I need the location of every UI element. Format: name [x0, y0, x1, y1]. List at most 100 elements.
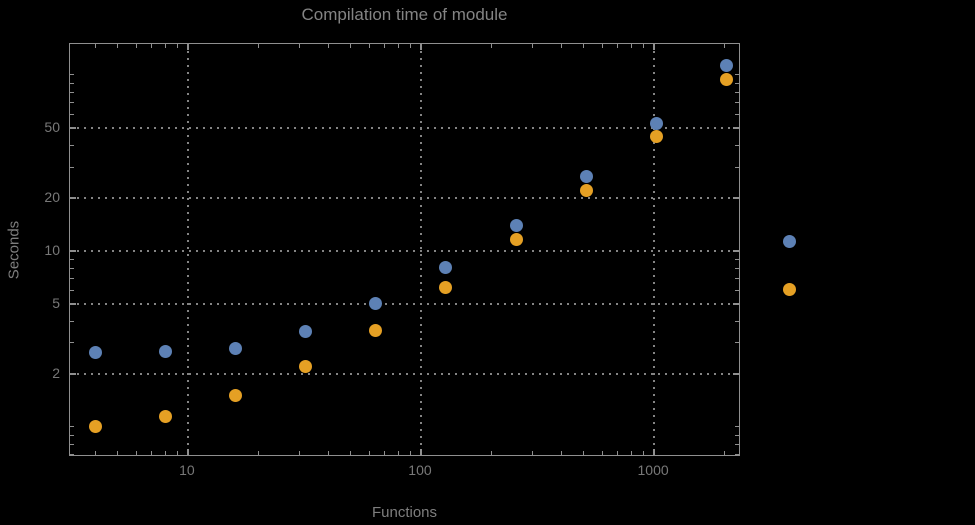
data-point-series-2-orange: [720, 73, 734, 87]
data-point-series-1-blue: [720, 59, 734, 73]
y-tick-right-minor: [735, 277, 739, 279]
x-tick-top-minor: [723, 44, 725, 48]
x-tick-minor: [368, 451, 370, 455]
y-tick-right-minor: [735, 289, 739, 291]
y-tick-right-major: [733, 249, 739, 252]
x-tick-top-minor: [298, 44, 300, 48]
y-tick-minor: [70, 166, 74, 168]
gridline-y-20: [70, 196, 739, 199]
y-tick-label-2: 2: [52, 364, 60, 381]
y-tick-minor: [70, 453, 74, 455]
x-tick-minor: [490, 451, 492, 455]
y-tick-minor: [70, 91, 74, 93]
y-tick-major: [70, 249, 76, 252]
y-tick-right-minor: [735, 453, 739, 455]
x-tick-minor: [298, 451, 300, 455]
x-tick-top-minor: [384, 44, 386, 48]
x-tick-top-minor: [257, 44, 259, 48]
x-tick-minor: [384, 451, 386, 455]
gridline-x-1000: [653, 44, 656, 455]
y-tick-minor: [70, 342, 74, 344]
y-tick-minor: [70, 144, 74, 146]
y-tick-minor: [70, 101, 74, 103]
y-tick-right-minor: [735, 82, 739, 84]
y-tick-major: [70, 302, 76, 305]
x-tick-minor: [94, 451, 96, 455]
x-tick-top-minor: [151, 44, 153, 48]
x-tick-top-minor: [117, 44, 119, 48]
x-tick-top-minor: [630, 44, 632, 48]
y-tick-right-minor: [735, 101, 739, 103]
y-tick-right-major: [733, 196, 739, 199]
y-tick-major: [70, 196, 76, 199]
x-tick-top-minor: [327, 44, 329, 48]
x-tick-top-minor: [176, 44, 178, 48]
x-tick-label-10: 10: [179, 462, 195, 478]
y-tick-minor: [70, 289, 74, 291]
data-point-series-1-blue: [509, 219, 523, 233]
x-tick-top-minor: [490, 44, 492, 48]
x-tick-top-major: [186, 44, 189, 50]
data-point-series-2-orange: [439, 281, 453, 294]
y-tick-minor: [70, 443, 74, 445]
legend-marker-series-2-orange: [782, 282, 796, 296]
data-point-series-1-blue: [369, 297, 383, 311]
x-axis-label: Functions: [371, 504, 438, 521]
data-point-series-2-orange: [158, 409, 172, 423]
x-tick-minor: [117, 451, 119, 455]
gridline-y-10: [70, 249, 739, 252]
data-point-series-1-blue: [88, 345, 102, 359]
gridline-y-2: [70, 372, 739, 375]
x-tick-major: [186, 449, 189, 455]
data-point-series-1-blue: [439, 260, 453, 274]
x-tick-top-minor: [350, 44, 352, 48]
y-tick-minor: [70, 434, 74, 436]
y-tick-major: [70, 126, 76, 129]
data-point-series-1-blue: [579, 169, 593, 183]
data-point-series-2-orange: [509, 233, 523, 247]
x-tick-minor: [151, 451, 153, 455]
y-tick-right-minor: [735, 144, 739, 146]
y-tick-right-major: [733, 302, 739, 305]
y-tick-right-minor: [735, 74, 739, 76]
x-tick-label-100: 100: [408, 462, 432, 478]
x-tick-top-minor: [601, 44, 603, 48]
x-tick-top-minor: [409, 44, 411, 48]
y-tick-right-minor: [735, 342, 739, 344]
x-tick-top-major: [653, 44, 656, 50]
x-tick-minor: [583, 451, 585, 455]
x-tick-top-minor: [94, 44, 96, 48]
y-tick-minor: [70, 258, 74, 260]
y-tick-minor: [70, 426, 74, 428]
x-tick-major: [653, 449, 656, 455]
data-point-series-2-orange: [88, 420, 102, 434]
gridline-y-50: [70, 126, 739, 129]
data-point-series-2-orange: [228, 389, 242, 403]
y-tick-minor: [70, 113, 74, 115]
data-point-series-1-blue: [299, 324, 313, 338]
y-tick-right-minor: [735, 320, 739, 322]
x-tick-minor: [560, 451, 562, 455]
x-tick-minor: [397, 451, 399, 455]
x-tick-minor: [531, 451, 533, 455]
x-tick-minor: [723, 451, 725, 455]
data-point-series-1-blue: [228, 341, 242, 355]
x-tick-minor: [327, 451, 329, 455]
gridline-x-100: [419, 44, 422, 455]
x-tick-top-minor: [560, 44, 562, 48]
plot-area: [69, 43, 740, 456]
data-point-series-2-orange: [579, 184, 593, 198]
gridline-x-10: [186, 44, 189, 455]
x-tick-minor: [409, 451, 411, 455]
x-tick-label-1000: 1000: [637, 462, 669, 478]
data-point-series-2-orange: [299, 360, 313, 374]
legend-marker-series-1-blue: [782, 234, 796, 248]
x-tick-top-minor: [368, 44, 370, 48]
x-tick-minor: [350, 451, 352, 455]
y-tick-label-5: 5: [52, 294, 60, 311]
gridline-y-5: [70, 302, 739, 305]
x-tick-top-minor: [135, 44, 137, 48]
x-tick-minor: [642, 451, 644, 455]
data-point-series-1-blue: [158, 345, 172, 359]
x-tick-minor: [176, 451, 178, 455]
